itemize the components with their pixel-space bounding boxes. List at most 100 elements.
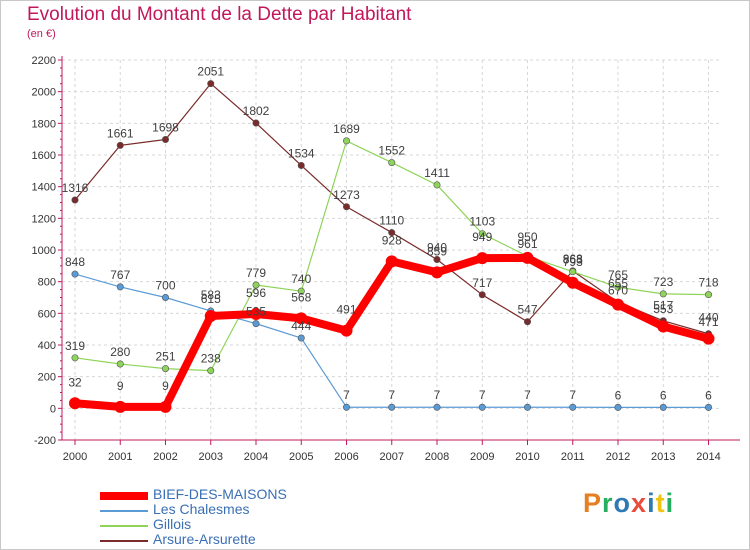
data-point-bief-des-maisons bbox=[340, 324, 353, 337]
data-label-bief-des-maisons: 583 bbox=[201, 288, 221, 302]
data-point-les-chalesmes bbox=[478, 403, 486, 411]
data-label-bief-des-maisons: 793 bbox=[563, 255, 583, 269]
data-label-bief-des-maisons: 9 bbox=[162, 379, 169, 393]
y-tick-label: -200 bbox=[34, 435, 56, 447]
logo-letter: x bbox=[631, 488, 648, 518]
data-label-gillois: 1689 bbox=[333, 122, 360, 136]
data-point-gillois bbox=[659, 290, 667, 298]
logo-letter: t bbox=[655, 488, 666, 518]
data-label-les-chalesmes: 615 bbox=[201, 292, 221, 306]
data-point-gillois bbox=[252, 281, 260, 289]
data-label-gillois: 280 bbox=[110, 345, 130, 359]
data-label-les-chalesmes: 700 bbox=[155, 279, 175, 293]
legend-label-les-chalesmes: Les Chalesmes bbox=[153, 501, 250, 517]
y-tick-label: 0 bbox=[50, 403, 56, 415]
logo-letter: r bbox=[602, 488, 614, 518]
data-point-bief-des-maisons bbox=[159, 400, 172, 413]
data-label-gillois: 863 bbox=[563, 253, 583, 267]
data-label-gillois: 765 bbox=[608, 268, 628, 282]
data-label-bief-des-maisons: 859 bbox=[427, 244, 447, 258]
data-point-arsure-arsurette bbox=[478, 291, 486, 299]
data-point-bief-des-maisons bbox=[250, 307, 262, 320]
data-label-les-chalesmes: 535 bbox=[246, 305, 266, 319]
data-label-arsure-arsurette: 547 bbox=[517, 303, 537, 317]
data-point-bief-des-maisons bbox=[114, 400, 127, 413]
data-point-bief-des-maisons bbox=[295, 312, 308, 325]
legend-label-bief-des-maisons: BIEF-DES-MAISONS bbox=[153, 486, 287, 502]
data-point-les-chalesmes bbox=[569, 403, 577, 411]
data-point-les-chalesmes bbox=[252, 320, 260, 328]
data-point-les-chalesmes bbox=[704, 403, 712, 411]
data-label-les-chalesmes: 7 bbox=[434, 388, 441, 402]
data-label-les-chalesmes: 7 bbox=[524, 388, 531, 402]
data-point-bief-des-maisons bbox=[702, 332, 715, 345]
data-label-arsure-arsurette: 1661 bbox=[107, 126, 134, 140]
chart-unit: (en €) bbox=[27, 28, 56, 40]
data-point-arsure-arsurette bbox=[162, 135, 170, 143]
data-point-arsure-arsurette bbox=[342, 203, 350, 211]
data-label-bief-des-maisons: 32 bbox=[68, 375, 82, 389]
data-label-bief-des-maisons: 596 bbox=[246, 286, 266, 300]
y-tick-label: 1000 bbox=[32, 245, 56, 257]
data-label-bief-des-maisons: 440 bbox=[698, 311, 718, 325]
data-point-gillois bbox=[388, 159, 396, 167]
logo-letter: P bbox=[583, 488, 603, 518]
y-tick-label: 600 bbox=[38, 308, 56, 320]
data-point-les-chalesmes bbox=[297, 334, 305, 342]
x-tick-label: 2011 bbox=[561, 451, 585, 463]
data-point-gillois bbox=[614, 283, 622, 291]
data-point-arsure-arsurette bbox=[116, 141, 124, 149]
data-point-bief-des-maisons bbox=[476, 252, 489, 265]
x-tick-label: 2014 bbox=[696, 451, 720, 463]
data-label-arsure-arsurette: 1316 bbox=[62, 181, 89, 195]
data-point-arsure-arsurette bbox=[523, 318, 531, 326]
data-label-arsure-arsurette: 1273 bbox=[333, 188, 360, 202]
data-point-gillois bbox=[433, 181, 441, 189]
data-point-bief-des-maisons bbox=[385, 255, 398, 268]
data-point-bief-des-maisons bbox=[657, 320, 670, 333]
data-label-bief-des-maisons: 928 bbox=[382, 233, 402, 247]
data-point-arsure-arsurette bbox=[71, 196, 79, 204]
data-label-arsure-arsurette: 868 bbox=[563, 252, 583, 266]
data-point-arsure-arsurette bbox=[388, 229, 396, 237]
x-tick-label: 2004 bbox=[244, 451, 268, 463]
data-label-arsure-arsurette: 1698 bbox=[152, 120, 179, 134]
y-tick-label: 1800 bbox=[32, 118, 56, 130]
data-point-gillois bbox=[162, 365, 170, 373]
data-point-bief-des-maisons bbox=[431, 266, 443, 279]
data-label-gillois: 740 bbox=[291, 272, 311, 286]
data-label-arsure-arsurette: 940 bbox=[427, 241, 447, 255]
data-label-bief-des-maisons: 491 bbox=[336, 303, 356, 317]
data-label-les-chalesmes: 444 bbox=[291, 319, 311, 333]
data-point-bief-des-maisons bbox=[566, 276, 579, 289]
data-point-bief-des-maisons bbox=[204, 310, 217, 323]
data-label-arsure-arsurette: 670 bbox=[608, 283, 628, 297]
data-label-gillois: 718 bbox=[698, 276, 718, 290]
data-label-layer: 32 9 9 583 596 568 491 928 859 949 950 793 655 517 440… bbox=[62, 65, 719, 403]
data-label-gillois: 238 bbox=[201, 352, 221, 366]
data-point-gillois bbox=[207, 367, 215, 375]
data-point-les-chalesmes bbox=[433, 403, 441, 411]
chart-title: Evolution du Montant de la Dette par Hab… bbox=[27, 4, 412, 25]
data-point-gillois bbox=[116, 360, 124, 368]
x-tick-label: 2007 bbox=[380, 451, 404, 463]
data-point-bief-des-maisons bbox=[612, 298, 624, 311]
x-tick-label: 2013 bbox=[651, 451, 675, 463]
data-point-les-chalesmes bbox=[614, 403, 622, 411]
x-tick-label: 2000 bbox=[63, 451, 87, 463]
data-point-les-chalesmes bbox=[162, 293, 170, 301]
y-tick-label: 2000 bbox=[32, 87, 56, 99]
data-label-les-chalesmes: 6 bbox=[705, 388, 712, 402]
legend-swatch-gillois bbox=[100, 525, 148, 527]
y-tick-label: 2200 bbox=[32, 55, 56, 67]
legend-swatch-arsure-arsurette bbox=[100, 540, 148, 542]
data-label-gillois: 1552 bbox=[378, 144, 405, 158]
data-label-arsure-arsurette: 1110 bbox=[379, 214, 404, 228]
x-tick-label: 2003 bbox=[199, 451, 223, 463]
x-tick-label: 2012 bbox=[606, 451, 630, 463]
data-label-gillois: 779 bbox=[246, 266, 266, 280]
x-tick-label: 2008 bbox=[425, 451, 449, 463]
data-label-les-chalesmes: 6 bbox=[615, 388, 622, 402]
data-label-gillois: 1411 bbox=[424, 166, 450, 180]
